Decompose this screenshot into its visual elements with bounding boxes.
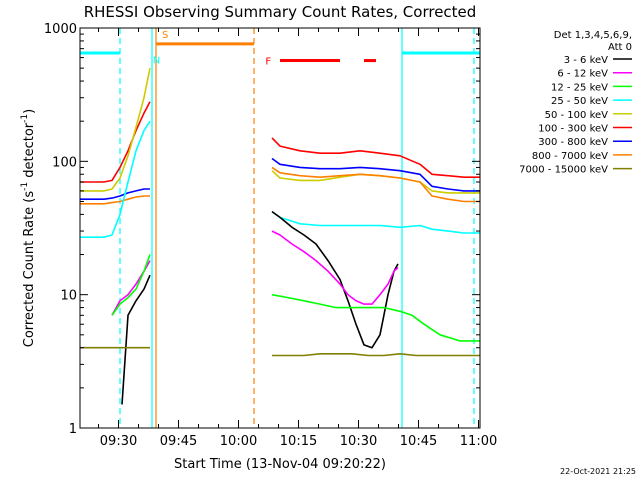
axes: 1 10 100 1000 09:30 09:45 10:00 10:15 10:30 10:45… — [44, 22, 497, 449]
series-line-8-1 — [272, 352, 480, 357]
legend: Det 1,3,4,5,6,9,Att 03 - 6 keV 6 - 12 keV… — [519, 30, 632, 176]
legend-label-4: 50 - 100 keV — [545, 110, 609, 121]
x-axis-label: Start Time (13-Nov-04 09:20:22) — [174, 457, 386, 472]
x-tick-label-2: 10:00 — [220, 434, 257, 449]
legend-label-2: 12 - 25 keV — [551, 82, 608, 93]
legend-label-0: 3 - 6 keV — [564, 55, 608, 66]
series-line-6-1 — [271, 230, 399, 305]
y-tick-label-1: 10 — [60, 289, 77, 304]
series-line-4-1 — [271, 210, 480, 234]
annotation-s: S — [162, 30, 168, 41]
series-line-3-1 — [271, 166, 480, 203]
x-tick-label-0: 09:30 — [100, 434, 137, 449]
legend-label-8: 7000 - 15000 keV — [519, 165, 608, 176]
x-tick-label-6: 11:00 — [460, 434, 497, 449]
series-line-2-0 — [80, 188, 150, 200]
series-line-0-1 — [271, 137, 480, 178]
series-line-1-0 — [80, 67, 151, 192]
y-tick-label-3: 1000 — [44, 22, 77, 37]
x-tick-label-3: 10:15 — [280, 434, 317, 449]
legend-label-7: 800 - 7000 keV — [532, 151, 608, 162]
legend-label-6: 300 - 800 keV — [538, 137, 608, 148]
plot-frame — [79, 27, 481, 429]
x-tick-label-1: 09:45 — [160, 434, 197, 449]
series-line-5-0 — [121, 274, 151, 405]
y-tick-label-0: 1 — [69, 422, 77, 437]
footer-timestamp: 22-Oct-2021 21:25 — [560, 467, 636, 476]
legend-header-0: Det 1,3,4,5,6,9, — [554, 30, 632, 41]
legend-header-1: Att 0 — [608, 42, 632, 53]
annotation-n: N — [153, 56, 160, 67]
x-tick-label-4: 10:30 — [340, 434, 377, 449]
legend-label-1: 6 - 12 keV — [557, 69, 608, 80]
annotation-f: F — [265, 57, 271, 68]
y-axis-label: Corrected Count Rate (s-1 detector-1) — [20, 109, 37, 347]
series-line-7-0 — [111, 254, 151, 316]
legend-label-3: 25 - 50 keV — [551, 96, 608, 107]
series-line-2-1 — [271, 157, 480, 192]
series-line-0-0 — [80, 101, 151, 183]
y-tick-label-2: 100 — [52, 155, 77, 170]
series-line-4-0 — [80, 120, 151, 238]
plot-area: S N F — [80, 28, 480, 428]
series-line-7-1 — [271, 293, 480, 342]
x-tick-label-5: 10:45 — [400, 434, 437, 449]
legend-label-5: 100 - 300 keV — [538, 124, 608, 135]
chart-title: RHESSI Observing Summary Count Rates, Co… — [84, 3, 477, 21]
